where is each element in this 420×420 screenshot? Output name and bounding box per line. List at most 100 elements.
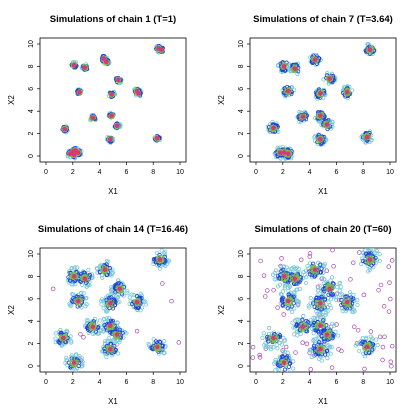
middle-band-point (324, 348, 330, 354)
middle-band-point (66, 360, 71, 365)
outlier-point (386, 264, 391, 269)
outer-band-point (266, 325, 272, 331)
outer-band-point (349, 309, 354, 314)
middle-band-point (311, 346, 316, 351)
cluster-point (277, 150, 283, 155)
cluster-point (116, 77, 121, 83)
outlier-point (330, 248, 335, 253)
chart-title: Simulations of chain 1 (T=1) (50, 14, 176, 25)
middle-band-point (305, 319, 311, 325)
cluster-point (364, 134, 370, 140)
outlier-point (299, 257, 304, 263)
cluster-point (108, 136, 113, 142)
outer-band-point (73, 265, 78, 270)
y-tick-label: 6 (28, 297, 35, 301)
middle-band-point (311, 343, 317, 348)
outlier-point (380, 357, 385, 363)
outlier-point (308, 367, 313, 372)
x-tick-label: 10 (386, 379, 394, 386)
y-tick-label: 4 (238, 319, 245, 323)
y-tick-label: 8 (28, 274, 35, 278)
middle-band-point (285, 306, 290, 311)
cluster-point (109, 92, 114, 97)
outer-band-point (80, 362, 85, 367)
middle-band-point (102, 349, 107, 354)
outlier-point (300, 340, 305, 345)
middle-band-point (366, 350, 371, 355)
middle-band-point (158, 340, 163, 345)
outlier-point (351, 324, 357, 330)
cluster-point (73, 148, 78, 153)
outer-band-point (377, 258, 382, 264)
middle-band-point (281, 267, 286, 272)
y-tick-label: 6 (238, 87, 245, 91)
outer-band-point (311, 330, 316, 336)
cluster-point (364, 344, 370, 350)
outer-band-point (297, 286, 303, 291)
outlier-point (362, 366, 367, 372)
y-tick-label: 8 (28, 64, 35, 68)
cluster-point (318, 300, 323, 306)
cluster-point (324, 122, 330, 127)
cluster-point (318, 346, 323, 352)
outlier-point (334, 322, 339, 327)
cluster-point (108, 346, 113, 352)
middle-band-point (56, 339, 61, 344)
middle-band-point (113, 290, 118, 295)
y-axis-label: X2 (217, 305, 226, 315)
outer-band-point (271, 361, 277, 366)
outer-band-point (327, 303, 332, 308)
outer-band-point (367, 268, 372, 273)
outer-band-point (291, 366, 296, 371)
outer-band-point (85, 319, 90, 324)
outer-band-point (322, 262, 327, 267)
outlier-point (381, 304, 387, 309)
outlier-point (307, 254, 313, 259)
middle-band-point (107, 295, 112, 301)
outer-band-point (312, 315, 318, 321)
outer-band-point (275, 284, 281, 289)
y-tick-label: 10 (238, 40, 245, 48)
outer-band-point (374, 251, 379, 256)
y-tick-label: 2 (28, 132, 35, 136)
x-tick-label: 10 (176, 379, 184, 386)
cluster-point (114, 332, 120, 337)
chart-title: Simulations of chain 7 (T=3.64) (253, 14, 393, 25)
cluster-point (108, 300, 113, 306)
cluster-point (271, 335, 276, 341)
outer-band-point (367, 266, 372, 271)
cluster-point (75, 298, 81, 304)
cluster-point (157, 257, 163, 262)
middle-band-point (344, 294, 349, 299)
outer-band-point (162, 339, 167, 344)
x-tick-label: 6 (124, 379, 128, 386)
x-tick-label: 8 (151, 379, 155, 386)
plot-frame (249, 37, 397, 163)
x-tick-label: 8 (151, 169, 155, 176)
outer-band-point (143, 299, 148, 304)
outlier-point (361, 292, 367, 298)
outer-band-point (77, 354, 82, 359)
outer-band-point (318, 311, 323, 316)
outer-band-point (272, 277, 277, 282)
outlier-point (355, 327, 361, 333)
outer-band-point (79, 364, 84, 369)
outer-band-point (321, 276, 327, 282)
outlier-point (304, 341, 310, 347)
outer-band-point (325, 71, 330, 76)
outlier-point (336, 347, 341, 352)
outer-band-point (359, 256, 365, 261)
outer-band-point (272, 270, 278, 276)
outer-band-point (355, 302, 360, 308)
outer-band-point (99, 273, 105, 278)
x-axis-label: X1 (108, 187, 118, 196)
cluster-point (312, 267, 318, 272)
outer-band-point (69, 339, 74, 344)
outer-band-point (162, 350, 167, 355)
chart-title: Simulations of chain 14 (T=16.46) (38, 224, 188, 235)
outlier-point (348, 277, 353, 282)
outlier-point (279, 256, 284, 261)
outer-band-point (340, 308, 345, 314)
outlier-point (389, 258, 395, 263)
outer-band-point (292, 87, 297, 92)
